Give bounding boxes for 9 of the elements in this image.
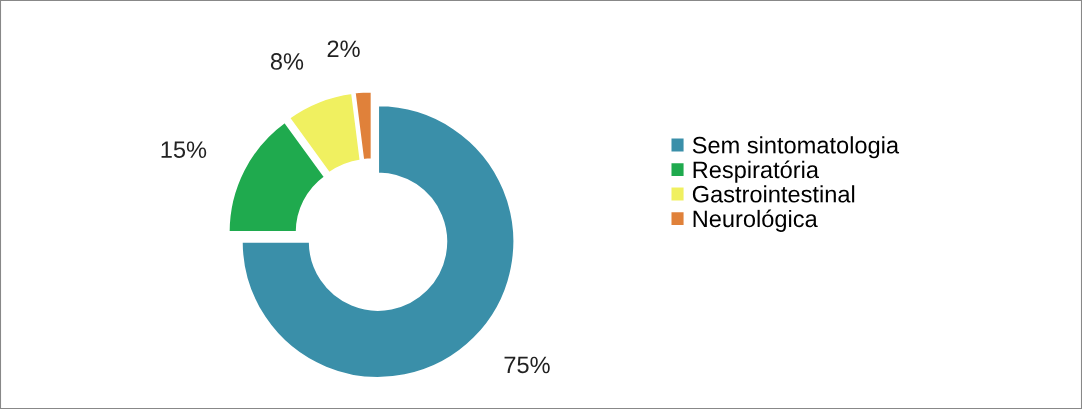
legend-label: Neurológica [693,209,818,232]
legend-label: Gastrointestinal [692,185,855,203]
legend-label: Respiratória [693,160,819,183]
data-label: 2% [327,40,360,58]
data-label: 75% [504,356,550,374]
donut-slice [227,120,326,234]
legend-label: Sem sintomatologia [692,136,900,159]
data-label: 8% [270,53,304,70]
data-label: 15% [161,141,207,159]
